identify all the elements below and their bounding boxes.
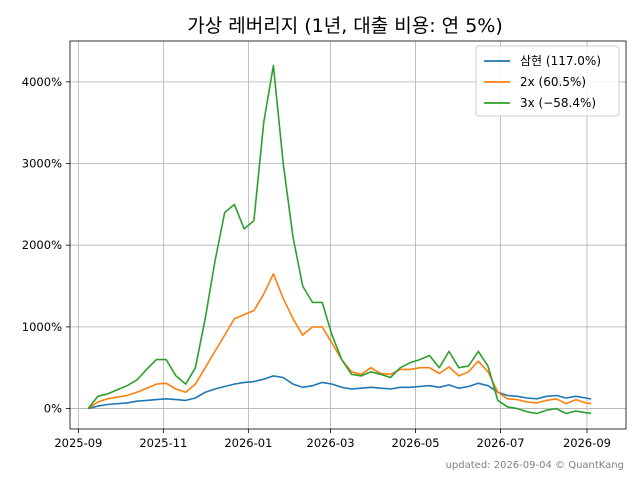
x-tick-label: 2026-01 [224, 436, 272, 450]
x-tick-label: 2026-03 [307, 436, 355, 450]
legend: 삼현 (117.0%) 2x (60.5%) 3x (−58.4%) [475, 45, 620, 117]
x-axis: 2025-09 2025-11 2026-01 2026-03 2026-05 2026-… [54, 429, 611, 450]
chart-title: 가상 레버리지 (1년, 대출 비용: 연 5%) [187, 15, 503, 37]
legend-label: 삼현 (117.0%) [520, 54, 601, 68]
x-tick-label: 2025-09 [54, 436, 102, 450]
plot-frame [69, 40, 627, 430]
x-tick-label: 2026-07 [477, 436, 525, 450]
legend-label: 2x (60.5%) [520, 75, 586, 89]
legend-box [475, 45, 620, 117]
legend-label: 3x (−58.4%) [520, 96, 596, 110]
x-tick-label: 2026-05 [392, 436, 440, 450]
series-lines [87, 64, 592, 415]
y-tick-label: 4000% [22, 75, 62, 89]
series-line-1 [87, 375, 592, 410]
footer-text: updated: 2026-09-04 © QuantKang [446, 460, 624, 471]
y-tick-label: 2000% [22, 238, 62, 252]
series-line-3 [87, 64, 592, 415]
y-tick-label: 3000% [22, 157, 62, 171]
y-tick-label: 1000% [22, 320, 62, 334]
y-axis: 0% 1000% 2000% 3000% 4000% [22, 75, 70, 416]
y-tick-label: 0% [44, 402, 62, 416]
x-tick-label: 2026-09 [563, 436, 611, 450]
x-tick-label: 2025-11 [139, 436, 187, 450]
